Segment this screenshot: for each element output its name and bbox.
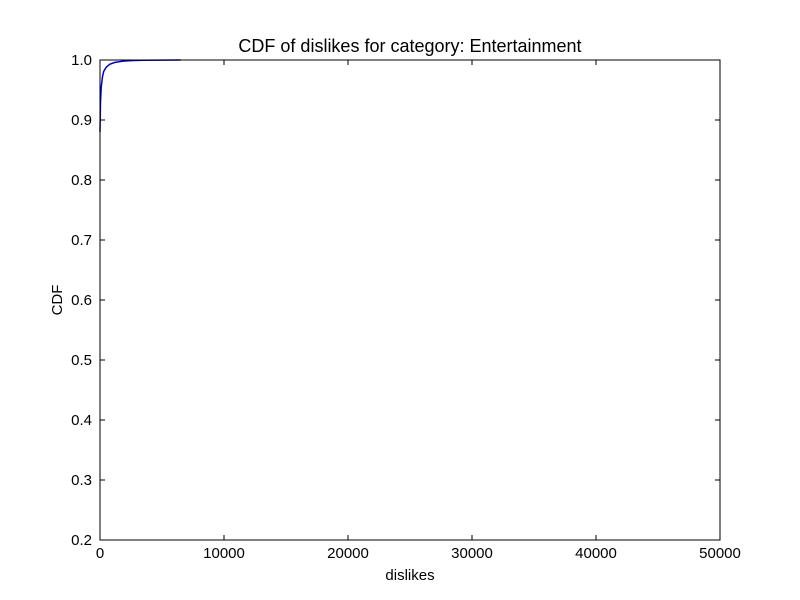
y-tick-label: 1.0 xyxy=(71,52,92,69)
x-tick-label: 40000 xyxy=(575,545,617,562)
x-axis-label: dislikes xyxy=(385,567,434,584)
y-tick-label: 0.7 xyxy=(71,232,92,249)
x-tick-label: 10000 xyxy=(203,545,245,562)
x-tick-label: 0 xyxy=(96,545,104,562)
x-axis-ticks: 0 10000 20000 30000 40000 50000 xyxy=(96,60,741,562)
x-tick-label: 20000 xyxy=(327,545,369,562)
y-tick-label: 0.8 xyxy=(71,172,92,189)
y-tick-label: 0.3 xyxy=(71,472,92,489)
y-tick-label: 0.5 xyxy=(71,352,92,369)
y-tick-label: 0.9 xyxy=(71,112,92,129)
x-tick-label: 50000 xyxy=(699,545,741,562)
chart-title: CDF of dislikes for category: Entertainm… xyxy=(238,36,581,56)
plot-frame xyxy=(99,59,721,541)
x-tick-label: 30000 xyxy=(451,545,493,562)
y-tick-label: 0.4 xyxy=(71,412,92,429)
y-tick-label: 0.6 xyxy=(71,292,92,309)
y-tick-label: 0.2 xyxy=(71,532,92,549)
y-axis-label: CDF xyxy=(49,285,66,316)
